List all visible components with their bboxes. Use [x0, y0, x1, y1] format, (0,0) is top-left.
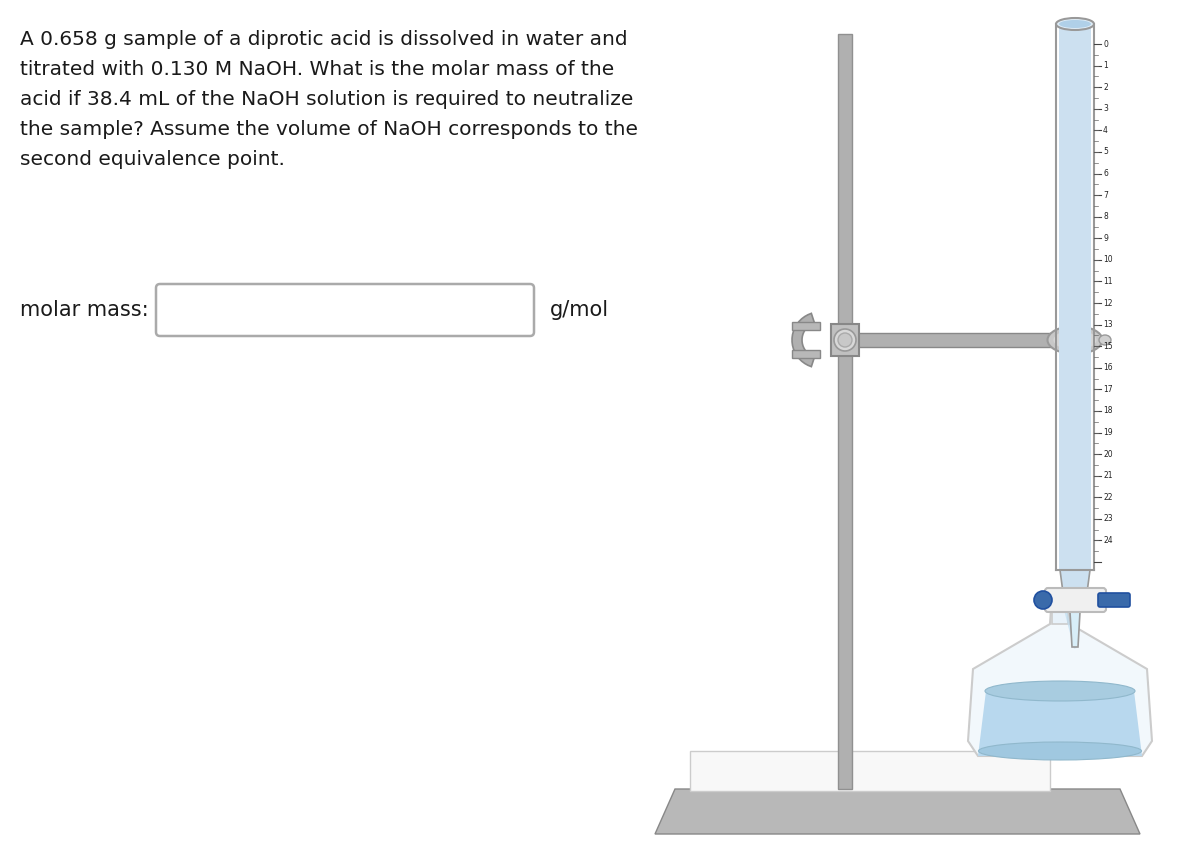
Text: the sample? Assume the volume of NaOH corresponds to the: the sample? Assume the volume of NaOH co…	[20, 120, 638, 139]
Text: 9: 9	[1103, 234, 1108, 243]
Text: A 0.658 g sample of a diprotic acid is dissolved in water and: A 0.658 g sample of a diprotic acid is d…	[20, 30, 628, 49]
Text: 11: 11	[1103, 277, 1112, 286]
Text: 1: 1	[1103, 61, 1108, 70]
Text: 7: 7	[1103, 191, 1108, 199]
Text: 16: 16	[1103, 363, 1112, 372]
Ellipse shape	[985, 681, 1135, 701]
Bar	[852, 333, 1075, 347]
Bar	[690, 751, 1050, 791]
Ellipse shape	[1099, 335, 1111, 345]
Text: 19: 19	[1103, 428, 1112, 437]
Bar	[832, 324, 859, 356]
Text: g/mol: g/mol	[550, 300, 610, 320]
Text: 23: 23	[1103, 514, 1112, 523]
Bar	[1060, 24, 1091, 570]
Text: 21: 21	[1103, 471, 1112, 480]
Ellipse shape	[1054, 330, 1097, 350]
Text: 4: 4	[1103, 126, 1108, 135]
FancyBboxPatch shape	[1045, 588, 1106, 612]
Polygon shape	[1070, 612, 1080, 647]
Text: 18: 18	[1103, 407, 1112, 415]
Text: 24: 24	[1103, 536, 1112, 545]
Ellipse shape	[1034, 591, 1052, 609]
Text: 3: 3	[1103, 105, 1108, 113]
Polygon shape	[655, 789, 1140, 834]
Text: 22: 22	[1103, 493, 1112, 501]
Ellipse shape	[834, 329, 856, 351]
Text: second equivalence point.: second equivalence point.	[20, 150, 284, 169]
Polygon shape	[978, 691, 1142, 756]
Text: 0: 0	[1103, 40, 1108, 48]
Text: 20: 20	[1103, 450, 1112, 458]
Text: 17: 17	[1103, 385, 1112, 394]
Ellipse shape	[978, 742, 1141, 760]
Ellipse shape	[838, 333, 852, 347]
Bar	[1052, 594, 1068, 624]
Bar	[1069, 334, 1081, 346]
Text: acid if 38.4 mL of the NaOH solution is required to neutralize: acid if 38.4 mL of the NaOH solution is …	[20, 90, 634, 109]
Text: 8: 8	[1103, 212, 1108, 221]
Bar	[792, 350, 820, 358]
Bar	[838, 34, 852, 789]
Text: 5: 5	[1103, 148, 1108, 156]
Text: molar mass:: molar mass:	[20, 300, 149, 320]
Text: 6: 6	[1103, 169, 1108, 178]
FancyBboxPatch shape	[156, 284, 534, 336]
Text: 2: 2	[1103, 83, 1108, 92]
Text: 12: 12	[1103, 299, 1112, 307]
Bar	[792, 322, 820, 330]
Ellipse shape	[1060, 20, 1091, 28]
Polygon shape	[792, 313, 815, 366]
Text: 15: 15	[1103, 342, 1112, 350]
Text: 13: 13	[1103, 320, 1112, 329]
FancyBboxPatch shape	[1098, 593, 1130, 607]
Ellipse shape	[1056, 18, 1094, 30]
Text: titrated with 0.130 M NaOH. What is the molar mass of the: titrated with 0.130 M NaOH. What is the …	[20, 60, 614, 79]
Polygon shape	[968, 594, 1152, 756]
Polygon shape	[1060, 570, 1090, 600]
Ellipse shape	[1048, 326, 1103, 354]
Text: 10: 10	[1103, 256, 1112, 264]
